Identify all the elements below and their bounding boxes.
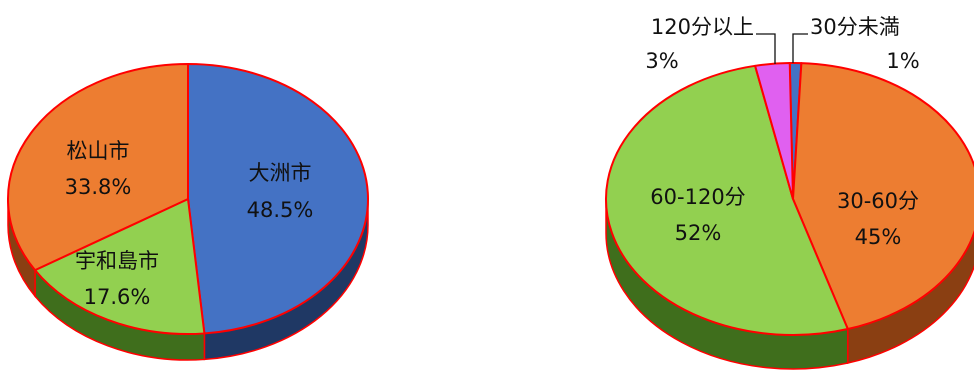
pie-label-value: 52% — [675, 221, 722, 245]
pie-slices — [605, 62, 974, 336]
leader-line-under-30 — [792, 33, 808, 63]
pie-label-value: 1% — [886, 49, 919, 73]
pie-slice-slice — [187, 63, 369, 335]
pie-label-value: 3% — [645, 49, 678, 73]
pie-label-category: 120分以上 — [651, 15, 754, 39]
pie-slice-30-60 — [792, 62, 974, 331]
pie-label-category: 宇和島市 — [75, 249, 159, 273]
pie-label-category: 30-60分 — [837, 189, 919, 213]
pie-label-value: 45% — [855, 225, 902, 249]
pie-label-category: 松山市 — [67, 139, 130, 163]
pie-chart-travel-time: 30分未満 1% 120分以上 3% 30-60分 45% 60-120分 52… — [605, 15, 974, 370]
pie-slice-60-120 — [605, 64, 849, 336]
pie-label-category: 60-120分 — [650, 185, 745, 209]
pie-label-value: 48.5% — [247, 198, 314, 222]
pie-slice-slice — [34, 198, 206, 335]
pie-chart-origin-city: 大洲市 48.5% 宇和島市 17.6% 松山市 33.8% — [7, 63, 369, 361]
pie-slice-120 — [754, 62, 794, 200]
pie-label-value: 17.6% — [84, 285, 151, 309]
pie-slice-slice — [7, 63, 189, 272]
pie-slices — [7, 63, 369, 335]
pie-label-value: 33.8% — [65, 175, 132, 199]
pie-label-category: 大洲市 — [249, 161, 312, 185]
leader-line-over-120 — [756, 33, 776, 64]
pie-label-category: 30分未満 — [810, 15, 900, 39]
